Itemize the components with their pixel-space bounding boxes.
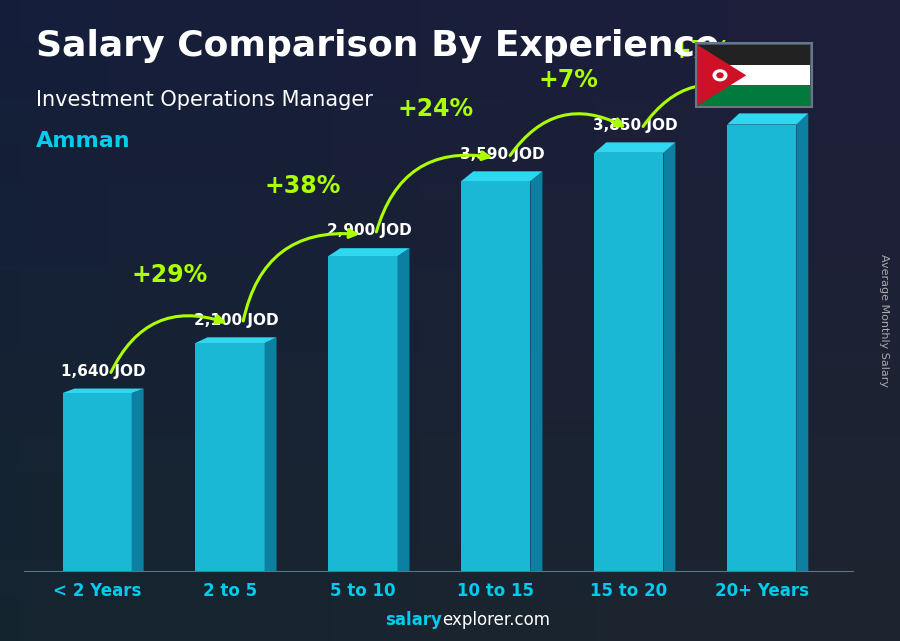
Polygon shape: [63, 388, 144, 393]
Text: Investment Operations Manager: Investment Operations Manager: [36, 90, 373, 110]
Text: 2,900 JOD: 2,900 JOD: [327, 224, 411, 238]
Text: Salary Comparison By Experience: Salary Comparison By Experience: [36, 29, 719, 63]
Bar: [698, 65, 810, 85]
Text: salary: salary: [385, 612, 442, 629]
Polygon shape: [727, 113, 808, 124]
Text: +7%: +7%: [671, 39, 731, 63]
Polygon shape: [195, 343, 265, 571]
Polygon shape: [265, 337, 276, 571]
Text: 2,100 JOD: 2,100 JOD: [194, 313, 278, 328]
Text: 3,850 JOD: 3,850 JOD: [592, 117, 677, 133]
Polygon shape: [727, 124, 796, 571]
Text: Amman: Amman: [36, 131, 130, 151]
Polygon shape: [328, 248, 410, 256]
Polygon shape: [594, 153, 663, 571]
Polygon shape: [63, 393, 131, 571]
Polygon shape: [663, 142, 675, 571]
Text: 1,640 JOD: 1,640 JOD: [61, 363, 146, 379]
Text: +7%: +7%: [538, 68, 598, 92]
Text: +38%: +38%: [265, 174, 341, 197]
Polygon shape: [698, 45, 746, 106]
Text: 3,590 JOD: 3,590 JOD: [460, 147, 544, 162]
Text: explorer.com: explorer.com: [442, 612, 550, 629]
Text: +29%: +29%: [131, 263, 208, 287]
Polygon shape: [594, 142, 675, 153]
Text: 4,110 JOD: 4,110 JOD: [725, 88, 810, 104]
Polygon shape: [462, 171, 543, 181]
Polygon shape: [398, 248, 410, 571]
Circle shape: [713, 69, 727, 81]
Polygon shape: [328, 256, 398, 571]
Polygon shape: [530, 171, 543, 571]
Polygon shape: [796, 113, 808, 571]
Polygon shape: [462, 181, 530, 571]
Bar: [698, 45, 810, 65]
Circle shape: [716, 72, 724, 78]
Bar: [698, 85, 810, 106]
Polygon shape: [131, 388, 144, 571]
Text: Average Monthly Salary: Average Monthly Salary: [878, 254, 889, 387]
Text: +24%: +24%: [398, 97, 473, 121]
Polygon shape: [195, 337, 276, 343]
